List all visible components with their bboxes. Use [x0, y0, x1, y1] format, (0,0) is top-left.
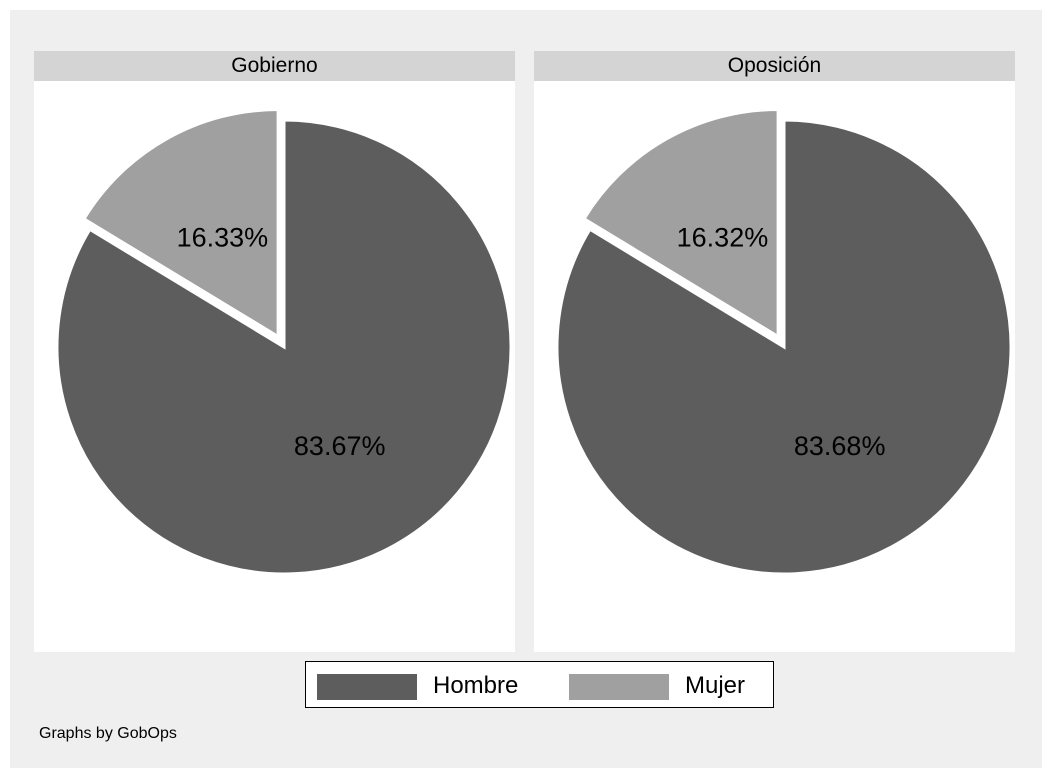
slice-label-oposicion-hombre: 83.68%	[794, 431, 886, 461]
panel-title-oposicion: Oposición	[534, 51, 1015, 81]
pie-slice-oposicion-mujer	[581, 108, 780, 340]
legend-swatch-mujer	[569, 674, 669, 700]
pie-slice-gobierno-hombre	[55, 118, 513, 576]
figure: Gobierno 83.67% 16.33% Oposición 83.68% 16…	[10, 10, 1042, 768]
panel-oposicion: Oposición 83.68% 16.32%	[534, 51, 1015, 652]
panel-title-gobierno: Gobierno	[34, 51, 515, 81]
pie-chart-oposicion: 83.68% 16.32%	[555, 108, 1013, 576]
legend-label-hombre: Hombre	[433, 672, 519, 699]
legend: Hombre Mujer	[305, 661, 774, 708]
pie-slice-oposicion-hombre	[555, 118, 1013, 576]
slice-label-oposicion-mujer: 16.32%	[677, 223, 769, 253]
pie-slice-gobierno-mujer	[81, 108, 280, 340]
pie-chart-gobierno: 83.67% 16.33%	[55, 108, 513, 576]
legend-label-mujer: Mujer	[685, 672, 746, 699]
panel-gobierno: Gobierno 83.67% 16.33%	[34, 51, 515, 652]
slice-label-gobierno-hombre: 83.67%	[294, 431, 386, 461]
slice-label-gobierno-mujer: 16.33%	[177, 223, 269, 253]
legend-swatch-hombre	[317, 674, 417, 700]
graphs-by-note: Graphs by GobOps	[39, 725, 177, 742]
